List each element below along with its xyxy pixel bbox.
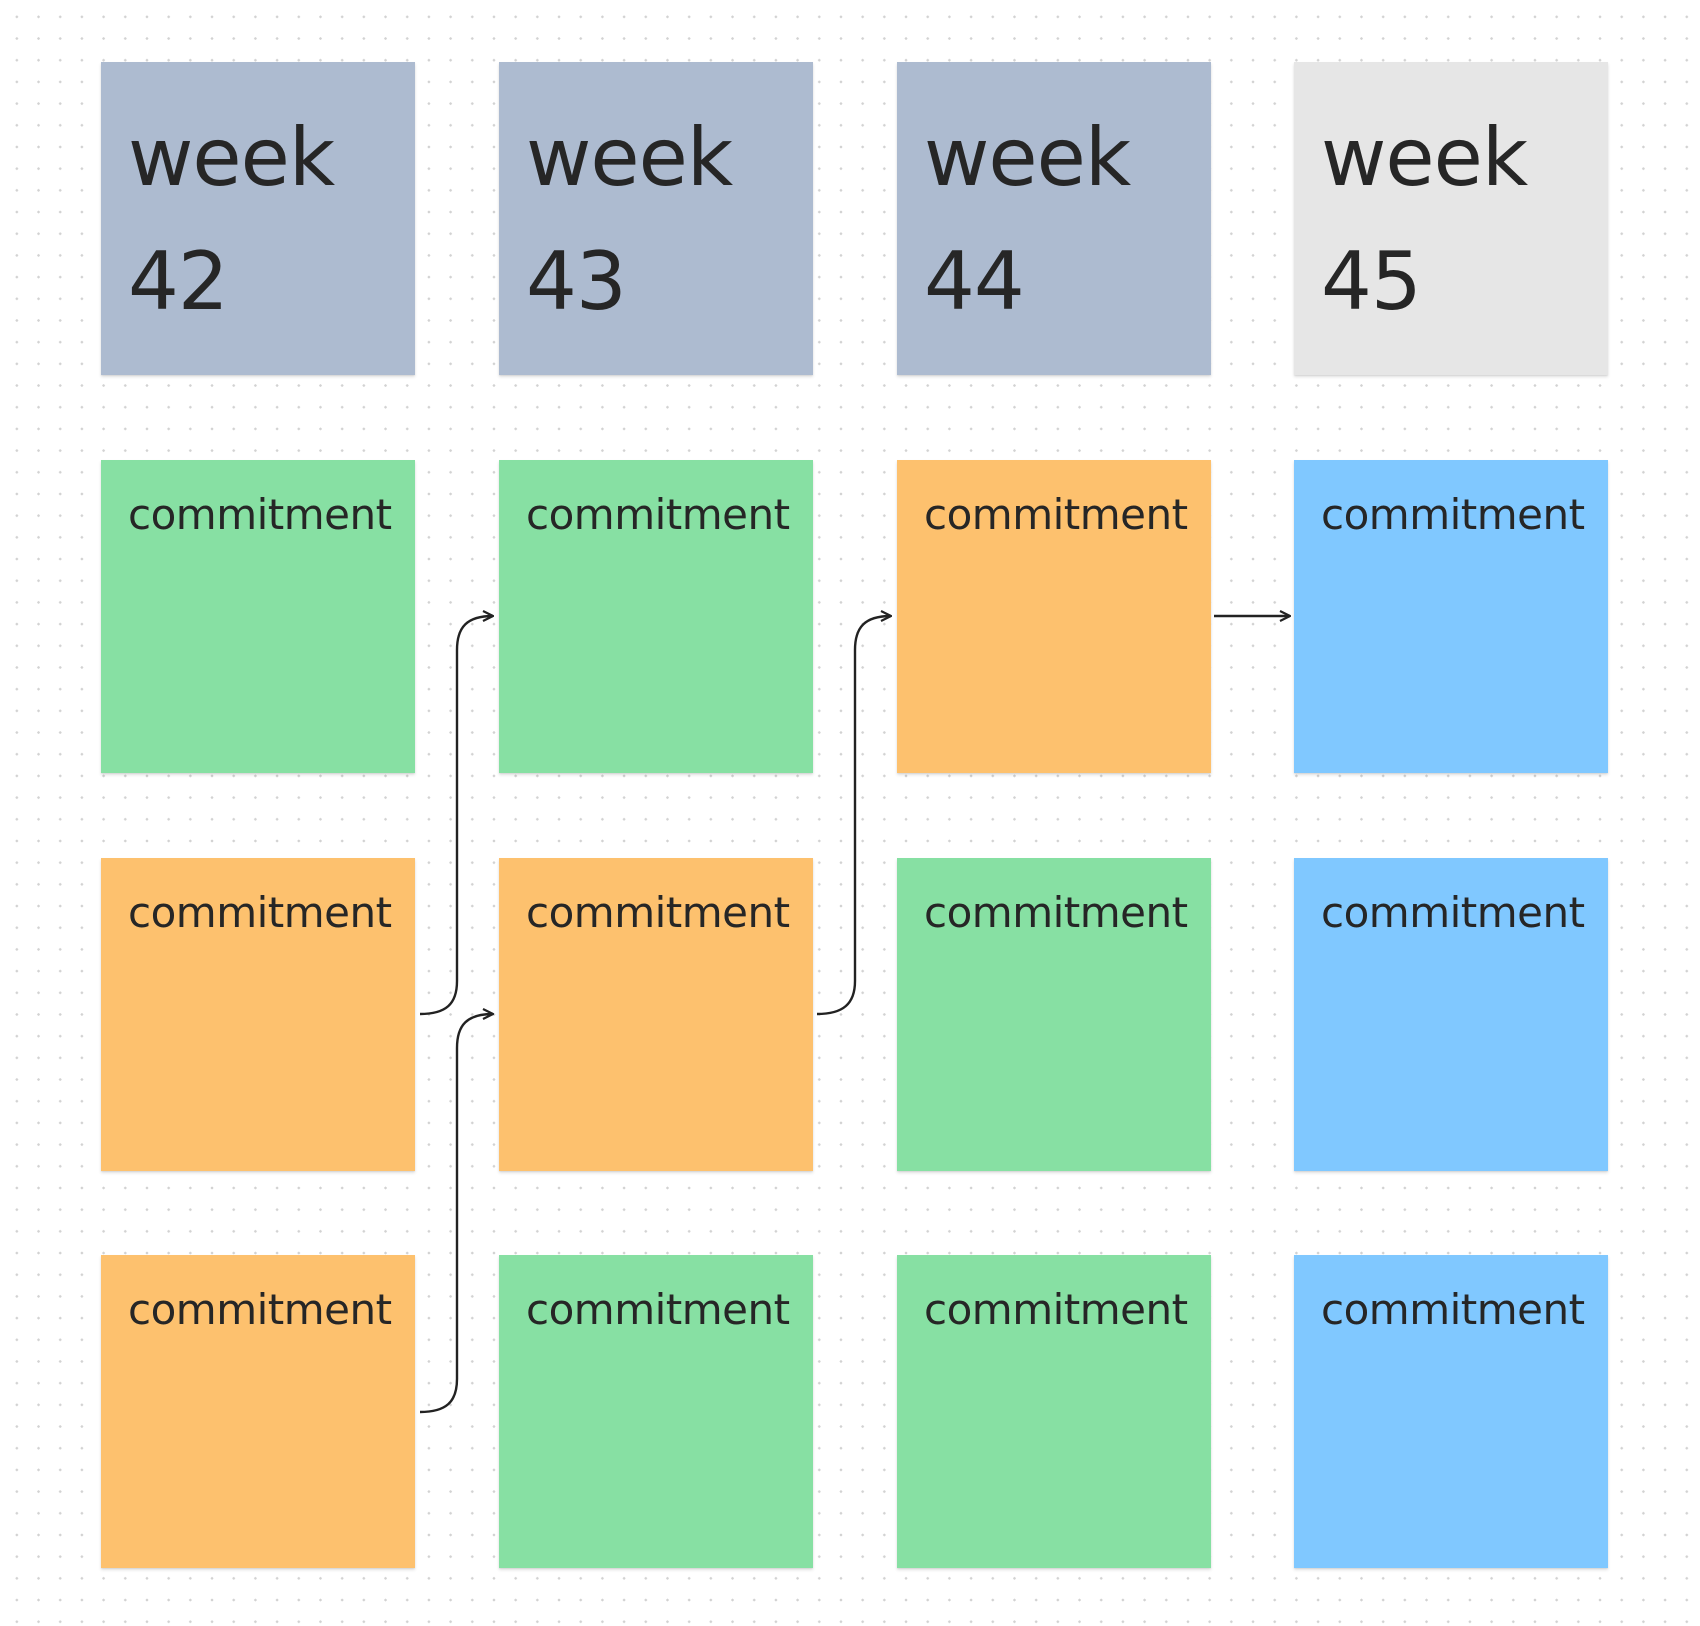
- sticky-note[interactable]: commitment: [101, 460, 415, 773]
- sticky-text: commitment: [924, 1285, 1188, 1334]
- sticky-note[interactable]: commitment: [1294, 460, 1608, 773]
- arrow: [419, 1014, 493, 1414]
- sticky-text: commitment: [526, 1285, 790, 1334]
- sticky-note[interactable]: commitment: [897, 858, 1211, 1171]
- sticky-note[interactable]: commitment: [1294, 1255, 1608, 1568]
- week-card[interactable]: week 45: [1294, 62, 1608, 375]
- sticky-note[interactable]: commitment: [897, 1255, 1211, 1568]
- sticky-text: commitment: [1321, 1285, 1585, 1334]
- sticky-text: commitment: [1321, 888, 1585, 937]
- sticky-text: commitment: [1321, 490, 1585, 539]
- week-card[interactable]: week 42: [101, 62, 415, 375]
- sticky-text: commitment: [924, 490, 1188, 539]
- sticky-note[interactable]: commitment: [499, 1255, 813, 1568]
- week-card[interactable]: week 43: [499, 62, 813, 375]
- sticky-note[interactable]: commitment: [897, 460, 1211, 773]
- sticky-note[interactable]: commitment: [499, 460, 813, 773]
- sticky-text: commitment: [924, 888, 1188, 937]
- week-title: week: [128, 111, 335, 204]
- sticky-note[interactable]: commitment: [499, 858, 813, 1171]
- week-title: week: [526, 111, 733, 204]
- sticky-note[interactable]: commitment: [101, 1255, 415, 1568]
- sticky-text: commitment: [128, 490, 392, 539]
- arrow: [816, 616, 891, 1016]
- week-number: 43: [526, 235, 627, 328]
- week-title: week: [1321, 111, 1528, 204]
- sticky-text: commitment: [128, 888, 392, 937]
- week-title: week: [924, 111, 1131, 204]
- week-number: 42: [128, 235, 229, 328]
- arrow: [419, 616, 493, 1016]
- sticky-note[interactable]: commitment: [1294, 858, 1608, 1171]
- week-number: 44: [924, 235, 1025, 328]
- sticky-text: commitment: [526, 888, 790, 937]
- sticky-note[interactable]: commitment: [101, 858, 415, 1171]
- sticky-text: commitment: [128, 1285, 392, 1334]
- sticky-text: commitment: [526, 490, 790, 539]
- week-card[interactable]: week 44: [897, 62, 1211, 375]
- week-number: 45: [1321, 235, 1422, 328]
